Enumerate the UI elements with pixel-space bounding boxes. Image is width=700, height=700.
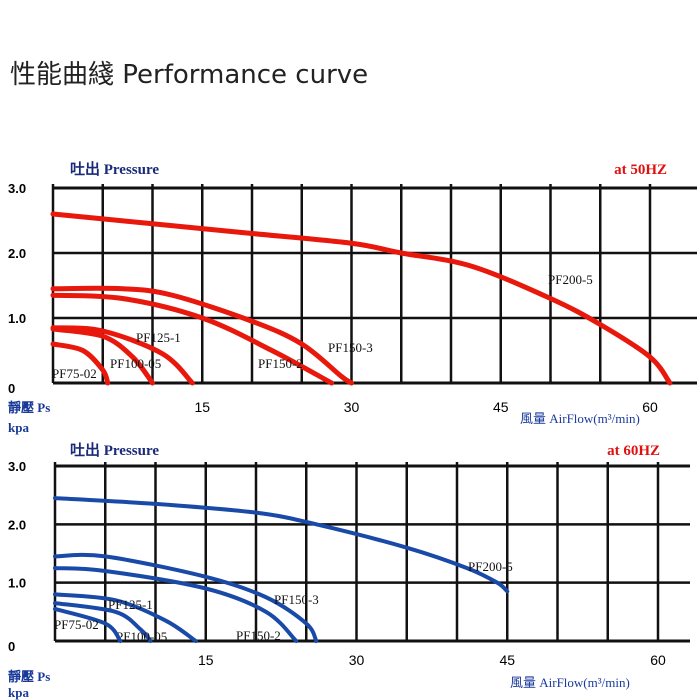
curve-pf125-1 — [50, 325, 195, 386]
curve-pf100-05 — [50, 326, 155, 386]
y-tick-label: 0 — [8, 639, 15, 654]
curve-label: PF75-02 — [54, 617, 99, 632]
curve-label: PF75-02 — [52, 366, 97, 381]
chart-60hz: 0 1.0 2.0 3.0 15 30 45 60 PF200-5 PF150-3 PF150-2 P… — [8, 441, 690, 700]
curve-pf150-2 — [53, 566, 299, 643]
curve-label: PF150-3 — [328, 340, 373, 355]
curve-label: PF150-2 — [258, 356, 303, 371]
x-axis-title: 風量 AirFlow(m³/min) — [520, 411, 640, 426]
x-tick-label: 30 — [344, 399, 360, 415]
curve-pf100-05 — [53, 601, 153, 643]
page-title: 性能曲綫 Performance curve — [10, 60, 369, 90]
curve-label: PF150-2 — [236, 628, 281, 643]
y-axis-title: 吐出 Pressure — [70, 441, 159, 459]
curve-label: PF125-1 — [136, 330, 181, 345]
curve-pf75-02 — [53, 606, 123, 643]
y-tick-label: 3.0 — [8, 459, 26, 474]
y-tick-label: 2.0 — [8, 517, 26, 532]
y-tick-label: 3.0 — [8, 181, 26, 196]
x-tick-label: 45 — [499, 652, 515, 668]
y-tick-label: 0 — [8, 381, 15, 396]
y-unit-label: 靜壓 Ps — [8, 400, 50, 415]
curve-pf200-5 — [53, 496, 510, 594]
curve-pf150-3 — [50, 285, 354, 386]
x-tick-label: 15 — [198, 652, 214, 668]
chart-50hz: 0 1.0 2.0 3.0 15 30 45 60 PF200-5 PF150-3 PF150-2 P… — [8, 160, 697, 435]
curve-label: PF100-05 — [110, 356, 161, 371]
frequency-label: at 60HZ — [607, 443, 660, 459]
y-unit-label: 靜壓 Ps — [8, 669, 50, 684]
curve-pf125-1 — [53, 592, 198, 643]
y-axis-title: 吐出 Pressure — [70, 160, 159, 178]
curve-label: PF125-1 — [108, 597, 153, 612]
x-tick-label: 60 — [642, 399, 658, 415]
curve-pf200-5 — [50, 211, 673, 386]
y-tick-label: 1.0 — [8, 311, 26, 326]
y-unit-kpa: kpa — [8, 420, 29, 435]
x-tick-label: 60 — [650, 652, 666, 668]
frequency-label: at 50HZ — [614, 162, 667, 178]
x-tick-label: 30 — [349, 652, 365, 668]
x-axis-title: 風量 AirFlow(m³/min) — [510, 675, 630, 690]
curve-pf75-02 — [50, 341, 111, 386]
curve-label: PF200-5 — [548, 272, 593, 287]
curve-label: PF200-5 — [468, 559, 513, 574]
y-tick-label: 2.0 — [8, 246, 26, 261]
y-tick-label: 1.0 — [8, 576, 26, 591]
curve-label: PF150-3 — [274, 592, 319, 607]
curve-label: PF100-05 — [116, 629, 167, 644]
y-unit-kpa: kpa — [8, 685, 29, 700]
curve-pf150-2 — [50, 292, 335, 386]
curve-pf150-3 — [53, 552, 319, 643]
x-tick-label: 45 — [493, 399, 509, 415]
x-tick-label: 15 — [194, 399, 210, 415]
